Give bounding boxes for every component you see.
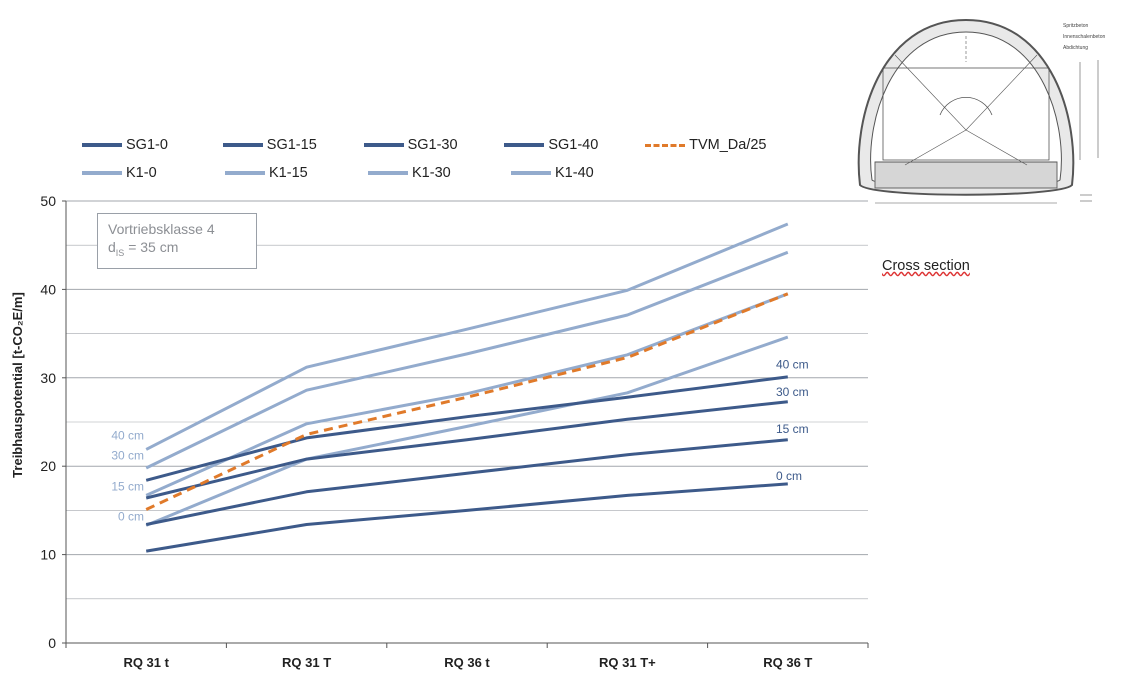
legend-item: K1-15	[225, 165, 368, 181]
y-tick-label: 10	[40, 547, 56, 563]
legend-swatch	[504, 143, 545, 147]
label-abdichtung: Abdichtung	[1063, 45, 1088, 51]
legend-label: TVM_Da/25	[689, 137, 767, 153]
series-line-sg1-0	[145, 482, 788, 553]
legend-item: K1-40	[511, 165, 654, 181]
series-line-sg1-30	[145, 400, 788, 500]
series-line-k1-0	[145, 335, 789, 527]
legend-label: SG1-40	[548, 137, 599, 153]
x-tick-label: RQ 31 t	[123, 655, 169, 670]
series-line-k1-15	[145, 292, 789, 497]
legend-label: SG1-15	[266, 137, 317, 153]
legend-swatch	[225, 171, 265, 175]
series-lines	[145, 222, 789, 553]
left-thickness-label: 30 cm	[111, 449, 144, 463]
label-spritzbeton: Spritzbeton	[1063, 23, 1089, 29]
legend-label: K1-40	[555, 165, 594, 181]
x-tick-label: RQ 31 T	[282, 655, 331, 670]
legend-row-sg1: SG1-0 SG1-15 SG1-30 SG1-40 TVM_Da/25	[82, 131, 842, 159]
right-thickness-label: 15 cm	[776, 422, 809, 436]
legend-item: TVM_Da/25	[645, 137, 842, 153]
legend-item: SG1-0	[82, 137, 223, 153]
x-tick-label: RQ 31 T+	[599, 655, 656, 670]
series-line-k1-40	[145, 222, 789, 451]
x-tick-label: RQ 36 t	[444, 655, 490, 670]
legend-swatch	[645, 143, 686, 147]
legend-swatch	[511, 171, 551, 175]
x-tick-label: RQ 36 T	[763, 655, 812, 670]
y-tick-label: 20	[40, 458, 56, 474]
left-thickness-label: 15 cm	[111, 480, 144, 494]
left-thickness-label: 40 cm	[111, 428, 144, 442]
y-tick-label: 0	[48, 635, 56, 651]
legend-item: SG1-40	[504, 137, 645, 153]
right-thickness-label: 40 cm	[776, 358, 809, 372]
series-labels: 40 cm 30 cm 15 cm 0 cm 40 cm 30 cm 15 cm 0 cm	[111, 358, 808, 524]
legend-swatch	[82, 143, 122, 147]
legend-item: K1-0	[82, 165, 225, 181]
legend-swatch	[368, 171, 408, 175]
annotation-line2: dIS = 35 cm	[108, 239, 179, 258]
legend-label: K1-30	[412, 165, 451, 181]
right-thickness-label: 30 cm	[776, 385, 809, 399]
left-thickness-label: 0 cm	[118, 510, 144, 524]
legend-label: SG1-30	[407, 137, 458, 153]
legend-swatch	[363, 143, 404, 147]
y-axis-title: Treibhauspotential [t-CO₂E/m]	[10, 292, 25, 478]
y-tick-label: 30	[40, 370, 56, 386]
y-tick-label: 50	[40, 193, 56, 209]
legend-swatch	[82, 171, 122, 175]
legend-row-k1: K1-0 K1-15 K1-30 K1-40	[82, 159, 842, 187]
legend-item: SG1-15	[222, 137, 364, 153]
series-line-sg1-40	[145, 375, 788, 482]
label-innenschalenbeton: Innenschalenbeton	[1063, 34, 1105, 40]
cross-section-caption: Cross section	[882, 258, 970, 274]
legend-label: K1-15	[269, 165, 308, 181]
annotation-line1: Vortriebsklasse 4	[108, 221, 215, 237]
axes: 0 10 20 30 40 50 RQ 31 t RQ 31 T RQ 36 t RQ 31 T+…	[40, 193, 869, 670]
legend: SG1-0 SG1-15 SG1-30 SG1-40 TVM_Da/25 K1-…	[82, 131, 842, 187]
legend-item: SG1-30	[363, 137, 505, 153]
y-tick-label: 40	[40, 281, 56, 297]
legend-label: SG1-0	[126, 137, 168, 153]
legend-swatch	[222, 143, 263, 147]
series-line-k1-30	[145, 250, 789, 470]
annotation-box: Vortriebsklasse 4 dIS = 35 cm	[97, 213, 257, 269]
tunnel-cross-section-drawing: Spritzbeton Innenschalenbeton Abdichtung	[857, 18, 1105, 204]
legend-label: K1-0	[126, 165, 157, 181]
right-thickness-label: 0 cm	[776, 469, 802, 483]
legend-item: K1-30	[368, 165, 511, 181]
series-line-sg1-15	[145, 438, 788, 526]
